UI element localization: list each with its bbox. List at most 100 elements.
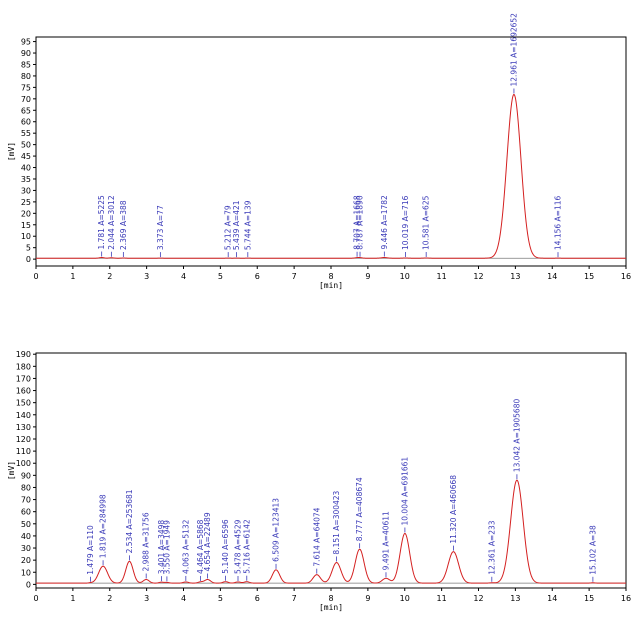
y-tick-label: 100 xyxy=(16,459,31,468)
signal-trace xyxy=(36,479,626,584)
peak-label: 9.446 A=1782 xyxy=(380,195,389,250)
y-tick-label: 90 xyxy=(21,49,31,58)
y-tick-label: 0 xyxy=(26,580,31,589)
x-tick-label: 3 xyxy=(144,594,149,603)
x-axis-label: [min] xyxy=(319,603,343,612)
x-tick-label: 9 xyxy=(365,272,370,281)
y-tick-label: 170 xyxy=(16,374,31,383)
y-tick-label: 90 xyxy=(21,471,31,480)
x-tick-label: 4 xyxy=(181,272,186,281)
peak-label: 10.581 A=625 xyxy=(422,195,431,250)
peak-label: 12.961 A=1692652 xyxy=(509,13,518,87)
x-tick-label: 1 xyxy=(70,594,75,603)
x-tick-label: 2 xyxy=(107,272,112,281)
peak-label: 4.654 A=22489 xyxy=(203,512,212,571)
peak-label: 3.550 A=1949 xyxy=(162,520,171,575)
peak-label: 8.787 A=1890 xyxy=(356,195,365,250)
x-tick-label: 0 xyxy=(33,272,38,281)
y-tick-label: 95 xyxy=(21,38,31,47)
y-tick-label: 5 xyxy=(26,244,31,253)
y-axis-label: [mV] xyxy=(7,142,16,161)
y-tick-label: 25 xyxy=(21,198,31,207)
x-tick-label: 6 xyxy=(255,594,260,603)
y-tick-label: 30 xyxy=(21,544,31,553)
y-tick-label: 180 xyxy=(16,362,31,371)
x-tick-label: 11 xyxy=(437,594,447,603)
y-tick-label: 15 xyxy=(21,221,31,230)
peak-label: 3.373 A=77 xyxy=(156,205,165,250)
peak-label: 2.044 A=3012 xyxy=(107,195,116,250)
peak-label: 3.401 A=3498 xyxy=(157,520,166,575)
y-tick-label: 75 xyxy=(21,83,31,92)
x-tick-label: 6 xyxy=(255,272,260,281)
peak-label: 1.819 A=284998 xyxy=(99,494,108,558)
chromatogram-panel-2: 0102030405060708090100110120130140150160… xyxy=(7,350,631,612)
y-tick-label: 50 xyxy=(21,141,31,150)
peak-label: 4.464 A=5868 xyxy=(196,519,205,574)
peak-label: 12.361 A=233 xyxy=(487,520,496,575)
x-tick-label: 12 xyxy=(473,594,483,603)
x-tick-label: 12 xyxy=(473,272,483,281)
y-tick-label: 130 xyxy=(16,423,31,432)
peak-label: 8.707 A=1668 xyxy=(353,195,362,250)
y-tick-label: 60 xyxy=(21,118,31,127)
x-tick-label: 15 xyxy=(584,272,594,281)
y-tick-label: 35 xyxy=(21,175,31,184)
y-tick-label: 10 xyxy=(21,232,31,241)
peak-label: 10.019 A=716 xyxy=(401,195,410,250)
peak-label: 15.102 A=38 xyxy=(588,525,597,575)
peak-label: 8.151 A=300423 xyxy=(332,490,341,554)
y-tick-label: 140 xyxy=(16,411,31,420)
peak-label: 5.744 A=139 xyxy=(243,200,252,250)
peak-label: 2.534 A=253681 xyxy=(125,489,134,553)
x-tick-label: 1 xyxy=(70,272,75,281)
peak-label: 11.320 A=460668 xyxy=(449,475,458,544)
peak-label: 2.988 A=31756 xyxy=(142,512,151,571)
peak-label: 13.042 A=1905680 xyxy=(512,399,521,473)
y-tick-label: 110 xyxy=(16,447,31,456)
y-tick-label: 150 xyxy=(16,399,31,408)
peak-label: 6.509 A=123413 xyxy=(272,498,281,562)
y-tick-label: 55 xyxy=(21,129,31,138)
peak-label: 5.140 A=6596 xyxy=(221,519,230,574)
y-tick-label: 30 xyxy=(21,186,31,195)
y-axis-label: [mV] xyxy=(7,461,16,480)
peak-label: 1.479 A=110 xyxy=(86,525,95,575)
x-tick-label: 13 xyxy=(510,272,520,281)
y-tick-label: 160 xyxy=(16,387,31,396)
x-tick-label: 2 xyxy=(107,594,112,603)
x-tick-label: 3 xyxy=(144,272,149,281)
y-tick-label: 40 xyxy=(21,532,31,541)
peak-label: 1.781 A=5225 xyxy=(97,195,106,250)
x-tick-label: 7 xyxy=(292,272,297,281)
y-tick-label: 45 xyxy=(21,152,31,161)
peak-label: 5.439 A=421 xyxy=(232,200,241,250)
y-tick-label: 85 xyxy=(21,60,31,69)
x-tick-label: 11 xyxy=(437,272,447,281)
peak-label: 2.369 A=388 xyxy=(119,200,128,250)
peak-label: 8.777 A=408674 xyxy=(355,477,364,541)
y-tick-label: 120 xyxy=(16,435,31,444)
y-tick-label: 20 xyxy=(21,556,31,565)
x-tick-label: 5 xyxy=(218,594,223,603)
x-tick-label: 15 xyxy=(584,594,594,603)
x-tick-label: 0 xyxy=(33,594,38,603)
y-tick-label: 10 xyxy=(21,568,31,577)
x-tick-label: 5 xyxy=(218,272,223,281)
y-tick-label: 80 xyxy=(21,483,31,492)
x-tick-label: 10 xyxy=(400,594,410,603)
peak-label: 7.614 A=64074 xyxy=(312,507,321,566)
y-tick-label: 40 xyxy=(21,164,31,173)
y-tick-label: 0 xyxy=(26,255,31,264)
peak-label: 5.212 A=79 xyxy=(224,205,233,250)
x-tick-label: 8 xyxy=(328,272,333,281)
peak-label: 9.491 A=40611 xyxy=(381,511,390,570)
x-tick-label: 4 xyxy=(181,594,186,603)
peak-label: 5.478 A=4529 xyxy=(234,519,243,574)
x-tick-label: 10 xyxy=(400,272,410,281)
x-tick-label: 16 xyxy=(621,272,631,281)
x-tick-label: 9 xyxy=(365,594,370,603)
x-tick-label: 13 xyxy=(510,594,520,603)
